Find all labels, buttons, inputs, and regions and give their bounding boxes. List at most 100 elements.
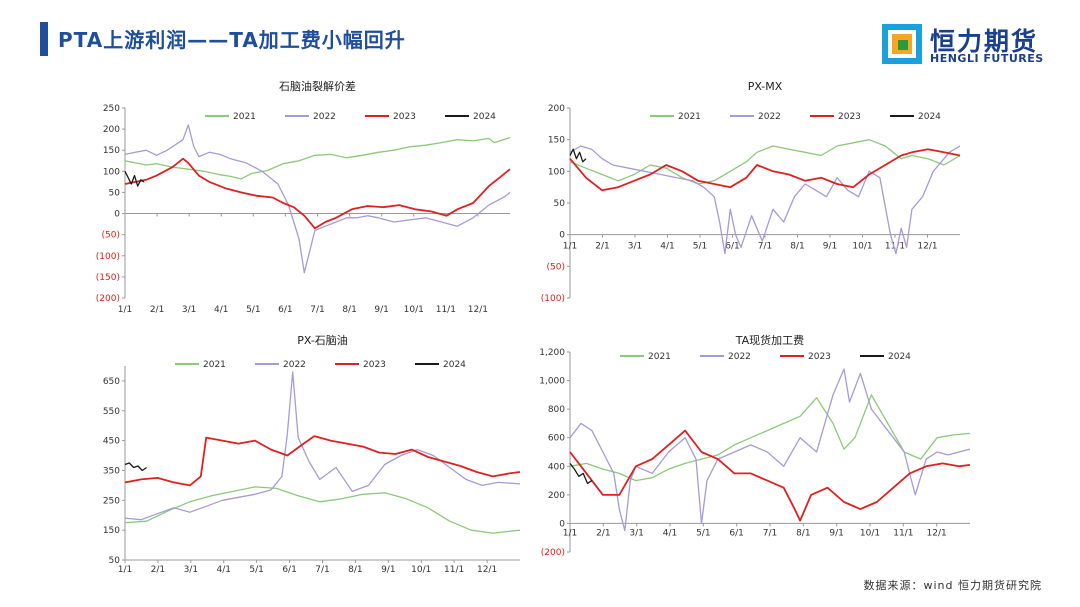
y-tick-label: 1,200 [539, 348, 565, 358]
legend-label: 2021 [203, 360, 226, 370]
y-tick-label: 0 [559, 231, 565, 241]
y-tick-label: (200) [96, 294, 120, 304]
x-tick-label: 2/1 [150, 305, 164, 315]
x-tick-label: 9/1 [823, 242, 837, 252]
x-tick-label: 2/1 [596, 528, 610, 538]
series-line-2021 [124, 136, 511, 180]
y-tick-label: 550 [103, 407, 120, 417]
y-tick-label: (100) [541, 294, 565, 304]
y-tick-label: 600 [548, 434, 565, 444]
series-line-2024 [569, 463, 593, 485]
y-tick-label: 100 [548, 167, 565, 177]
x-tick-label: 3/1 [184, 565, 198, 575]
chart-px-mx: PX-MX 200 150 100 50 0 (50) (100) 1/1 2/1 3/1 4/1 5/… [530, 76, 970, 326]
legend-label: 2023 [393, 112, 416, 122]
x-tick-label: 12/1 [468, 305, 488, 315]
x-tick-label: 10/1 [404, 305, 424, 315]
y-tick-label: 150 [548, 136, 565, 146]
x-tick-label: 12/1 [917, 242, 937, 252]
y-tick-label: 200 [548, 104, 565, 114]
x-tick-label: 10/1 [852, 242, 872, 252]
y-tick-label: (50) [102, 231, 120, 241]
legend-label: 2023 [363, 360, 386, 370]
y-tick-label: 800 [548, 405, 565, 415]
hengli-logo-icon [882, 24, 922, 64]
x-tick-label: 5/1 [249, 565, 263, 575]
y-tick-label: 100 [103, 167, 120, 177]
y-tick-label: 200 [103, 125, 120, 135]
y-tick-label: 50 [554, 199, 566, 209]
legend-label: 2024 [918, 112, 941, 122]
x-tick-label: 10/1 [860, 528, 880, 538]
x-tick-label: 4/1 [660, 242, 674, 252]
x-tick-label: 5/1 [696, 528, 710, 538]
legend-label: 2022 [313, 112, 336, 122]
series-line-2022 [124, 124, 511, 274]
x-tick-label: 4/1 [214, 305, 228, 315]
y-tick-label: 250 [103, 104, 120, 114]
legend-label: 2024 [443, 360, 466, 370]
x-tick-label: 7/1 [315, 565, 329, 575]
y-tick-label: 50 [109, 556, 121, 566]
legend-label: 2021 [233, 112, 256, 122]
x-tick-label: 3/1 [629, 528, 643, 538]
x-tick-label: 6/1 [729, 528, 743, 538]
chart-title: PX-石脑油 [297, 333, 348, 347]
title-accent-bar [40, 22, 48, 56]
chart-title: PX-MX [748, 80, 783, 93]
y-tick-label: 200 [548, 491, 565, 501]
chart-ta-processing-fee: TA现货加工费 1,200 1,000 800 600 400 200 0 (200) 1/1 2/… [530, 330, 980, 580]
series-line-2022 [124, 371, 521, 521]
y-tick-label: 650 [103, 377, 120, 387]
series-line-2023 [124, 435, 521, 487]
series-line-2023 [124, 157, 511, 230]
logo-en: HENGLI FUTURES [930, 52, 1044, 65]
x-tick-label: 11/1 [885, 242, 905, 252]
page-title: PTA上游利润——TA加工费小幅回升 [58, 28, 406, 52]
x-tick-label: 6/1 [278, 305, 292, 315]
series-line-2021 [569, 139, 961, 185]
data-source: 数据来源：wind 恒力期货研究院 [863, 579, 1042, 592]
chart-px-naphtha: PX-石脑油 650 550 450 350 250 150 50 1/1 2/1 3/1 4/1 5/… [80, 330, 530, 580]
x-tick-label: 3/1 [182, 305, 196, 315]
legend-label: 2022 [758, 112, 781, 122]
x-tick-label: 6/1 [282, 565, 296, 575]
chart-svg: 石脑油裂解价差 250 200 150 100 50 0 (50) (100) (150) (200… [96, 79, 511, 315]
chart-title: 石脑油裂解价差 [279, 79, 356, 93]
series-line-2023 [569, 429, 971, 522]
y-tick-label: (50) [547, 262, 565, 272]
y-tick-label: 0 [114, 210, 120, 220]
x-tick-label: 10/1 [411, 565, 431, 575]
legend-label: 2024 [473, 112, 496, 122]
x-tick-label: 2/1 [595, 242, 609, 252]
y-tick-label: 0 [559, 519, 565, 529]
legend-label: 2023 [808, 352, 831, 362]
x-tick-label: 8/1 [796, 528, 810, 538]
y-tick-label: (100) [96, 252, 120, 262]
chart-svg: PX-石脑油 650 550 450 350 250 150 501/1 2/1 3/1 4/1 5/… [103, 333, 521, 575]
x-tick-label: 1/1 [563, 528, 577, 538]
x-tick-label: 4/1 [663, 528, 677, 538]
x-tick-label: 1/1 [563, 242, 577, 252]
legend-label: 2022 [283, 360, 306, 370]
y-tick-label: 400 [548, 462, 565, 472]
legend-label: 2021 [648, 352, 671, 362]
x-tick-label: 9/1 [374, 305, 388, 315]
chart-title: TA现货加工费 [735, 333, 804, 347]
y-tick-label: 150 [103, 146, 120, 156]
chart-naphtha-spread: 石脑油裂解价差 250 200 150 100 50 0 (50) (100) (150) (200… [80, 76, 520, 326]
x-tick-label: 11/1 [436, 305, 456, 315]
series-line-2021 [124, 486, 521, 534]
y-tick-label: (200) [541, 548, 565, 558]
x-tick-label: 1/1 [118, 565, 132, 575]
x-tick-label: 5/1 [693, 242, 707, 252]
x-tick-label: 5/1 [246, 305, 260, 315]
x-tick-label: 6/1 [725, 242, 739, 252]
y-tick-label: (150) [96, 273, 120, 283]
legend-label: 2021 [678, 112, 701, 122]
y-tick-label: 250 [103, 496, 120, 506]
x-tick-label: 7/1 [763, 528, 777, 538]
series-line-2021 [569, 394, 971, 482]
series-line-2024 [569, 148, 587, 163]
series-line-2024 [124, 462, 147, 472]
